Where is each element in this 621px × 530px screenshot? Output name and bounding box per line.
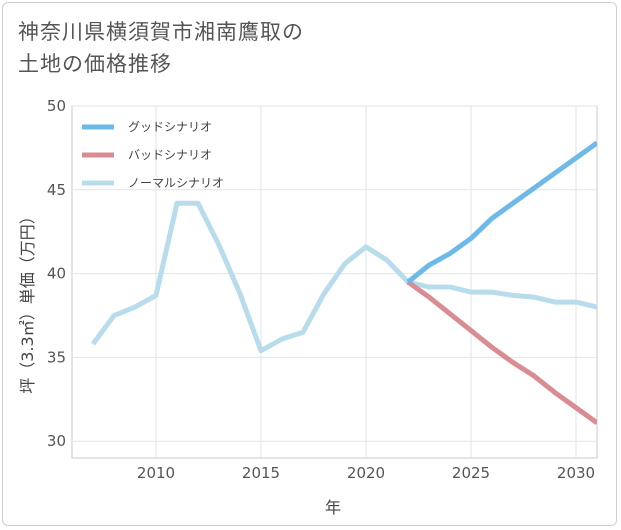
chart-title: 神奈川県横須賀市湘南鷹取の 土地の価格推移 (18, 16, 304, 80)
legend-label-0: グッドシナリオ (128, 120, 212, 134)
y-tick-label: 40 (47, 265, 66, 283)
x-tick-label: 2030 (557, 464, 595, 482)
chart-title-line-1: 神奈川県横須賀市湘南鷹取の (18, 20, 304, 44)
y-tick-label: 45 (47, 181, 66, 199)
x-tick-label: 2010 (137, 464, 175, 482)
chart-title-line-2: 土地の価格推移 (18, 52, 172, 76)
legend-label-2: ノーマルシナリオ (128, 176, 224, 190)
series-line-2 (90, 200, 597, 354)
y-tick-labels: 30 35 40 45 50 (47, 97, 66, 450)
x-tick-labels: 2010 2015 2020 2025 2030 (137, 464, 595, 482)
y-axis-label: 坪（3.3㎡）単価（万円） (18, 208, 37, 393)
x-tick-label: 2025 (452, 464, 490, 482)
y-tick-label: 30 (47, 432, 66, 450)
series-line-0 (406, 140, 597, 284)
legend-label-1: バッドシナリオ (128, 148, 212, 162)
x-axis-label: 年 (325, 498, 341, 517)
y-tick-label: 35 (47, 348, 66, 366)
x-tick-label: 2020 (347, 464, 385, 482)
series-group (90, 140, 597, 425)
x-tick-label: 2015 (242, 464, 280, 482)
y-tick-label: 50 (47, 97, 66, 115)
series-line-1 (406, 279, 597, 425)
